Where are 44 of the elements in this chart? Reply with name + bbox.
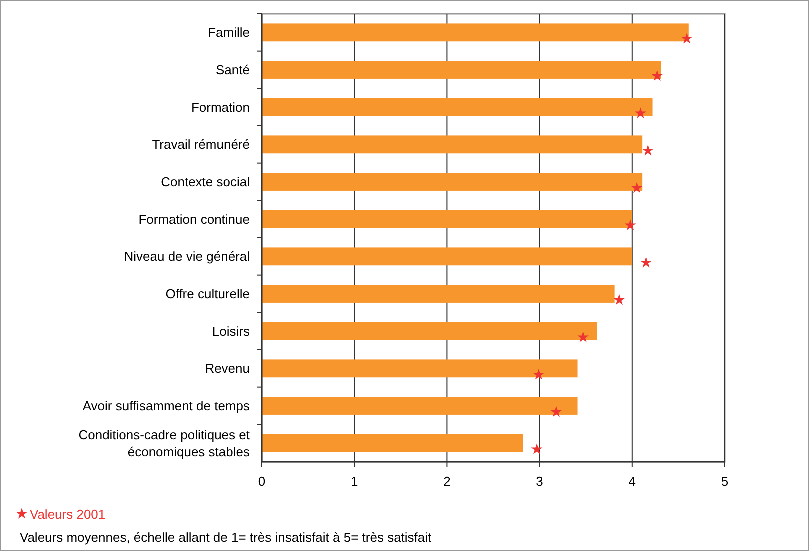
point: [614, 294, 626, 306]
bar: [262, 173, 643, 191]
point: [635, 108, 646, 118]
y-tick-label: Niveau de vie général: [124, 249, 250, 264]
point: [533, 368, 545, 380]
bar: [262, 285, 615, 303]
bar: [262, 434, 524, 452]
bar: [262, 322, 598, 340]
bar: [262, 210, 632, 228]
y-tick-label: Avoir suffisamment de temps: [82, 398, 250, 414]
x-tick-label: 1: [350, 474, 358, 489]
point: [640, 256, 652, 268]
point: [652, 70, 664, 82]
point: [681, 32, 693, 44]
point: [578, 332, 589, 342]
y-tick-label: Loisirs: [212, 324, 250, 339]
y-tick-label: Santé: [216, 62, 250, 78]
bar: [262, 248, 632, 266]
y-tick-label: Formation: [191, 100, 250, 115]
bar: [262, 61, 662, 79]
bar: [262, 136, 643, 154]
legend-label: Valeurs 2001: [30, 507, 106, 522]
point: [550, 406, 562, 418]
y-tick-label: Conditions-cadre politiques et économiques stables: [78, 427, 250, 460]
bar: [262, 360, 578, 378]
x-tick-label: 5: [721, 474, 729, 489]
x-tick-label: 3: [536, 474, 544, 489]
x-tick-label: 4: [628, 474, 636, 489]
x-tick-label: 0: [258, 474, 266, 489]
point: [624, 220, 636, 230]
y-tick-label: Contexte social: [161, 174, 250, 190]
point: [631, 182, 643, 194]
y-tick-label: Travail rémunéré: [152, 137, 250, 152]
y-tick-label: Famille: [208, 25, 250, 40]
x-tick-label: 2: [444, 474, 451, 489]
y-tick-label: Formation continue: [138, 212, 250, 227]
point: [642, 144, 654, 156]
text: Valeurs moyennes, échelle allant de 1= très insatisfait à 5= très satisfait: [20, 530, 432, 545]
bar: [262, 397, 578, 415]
y-tick-label: Revenu: [205, 361, 250, 376]
point: [531, 444, 543, 454]
y-tick-label: Offre culturelle: [166, 286, 250, 302]
bar: [262, 24, 689, 42]
bar: [262, 98, 653, 116]
